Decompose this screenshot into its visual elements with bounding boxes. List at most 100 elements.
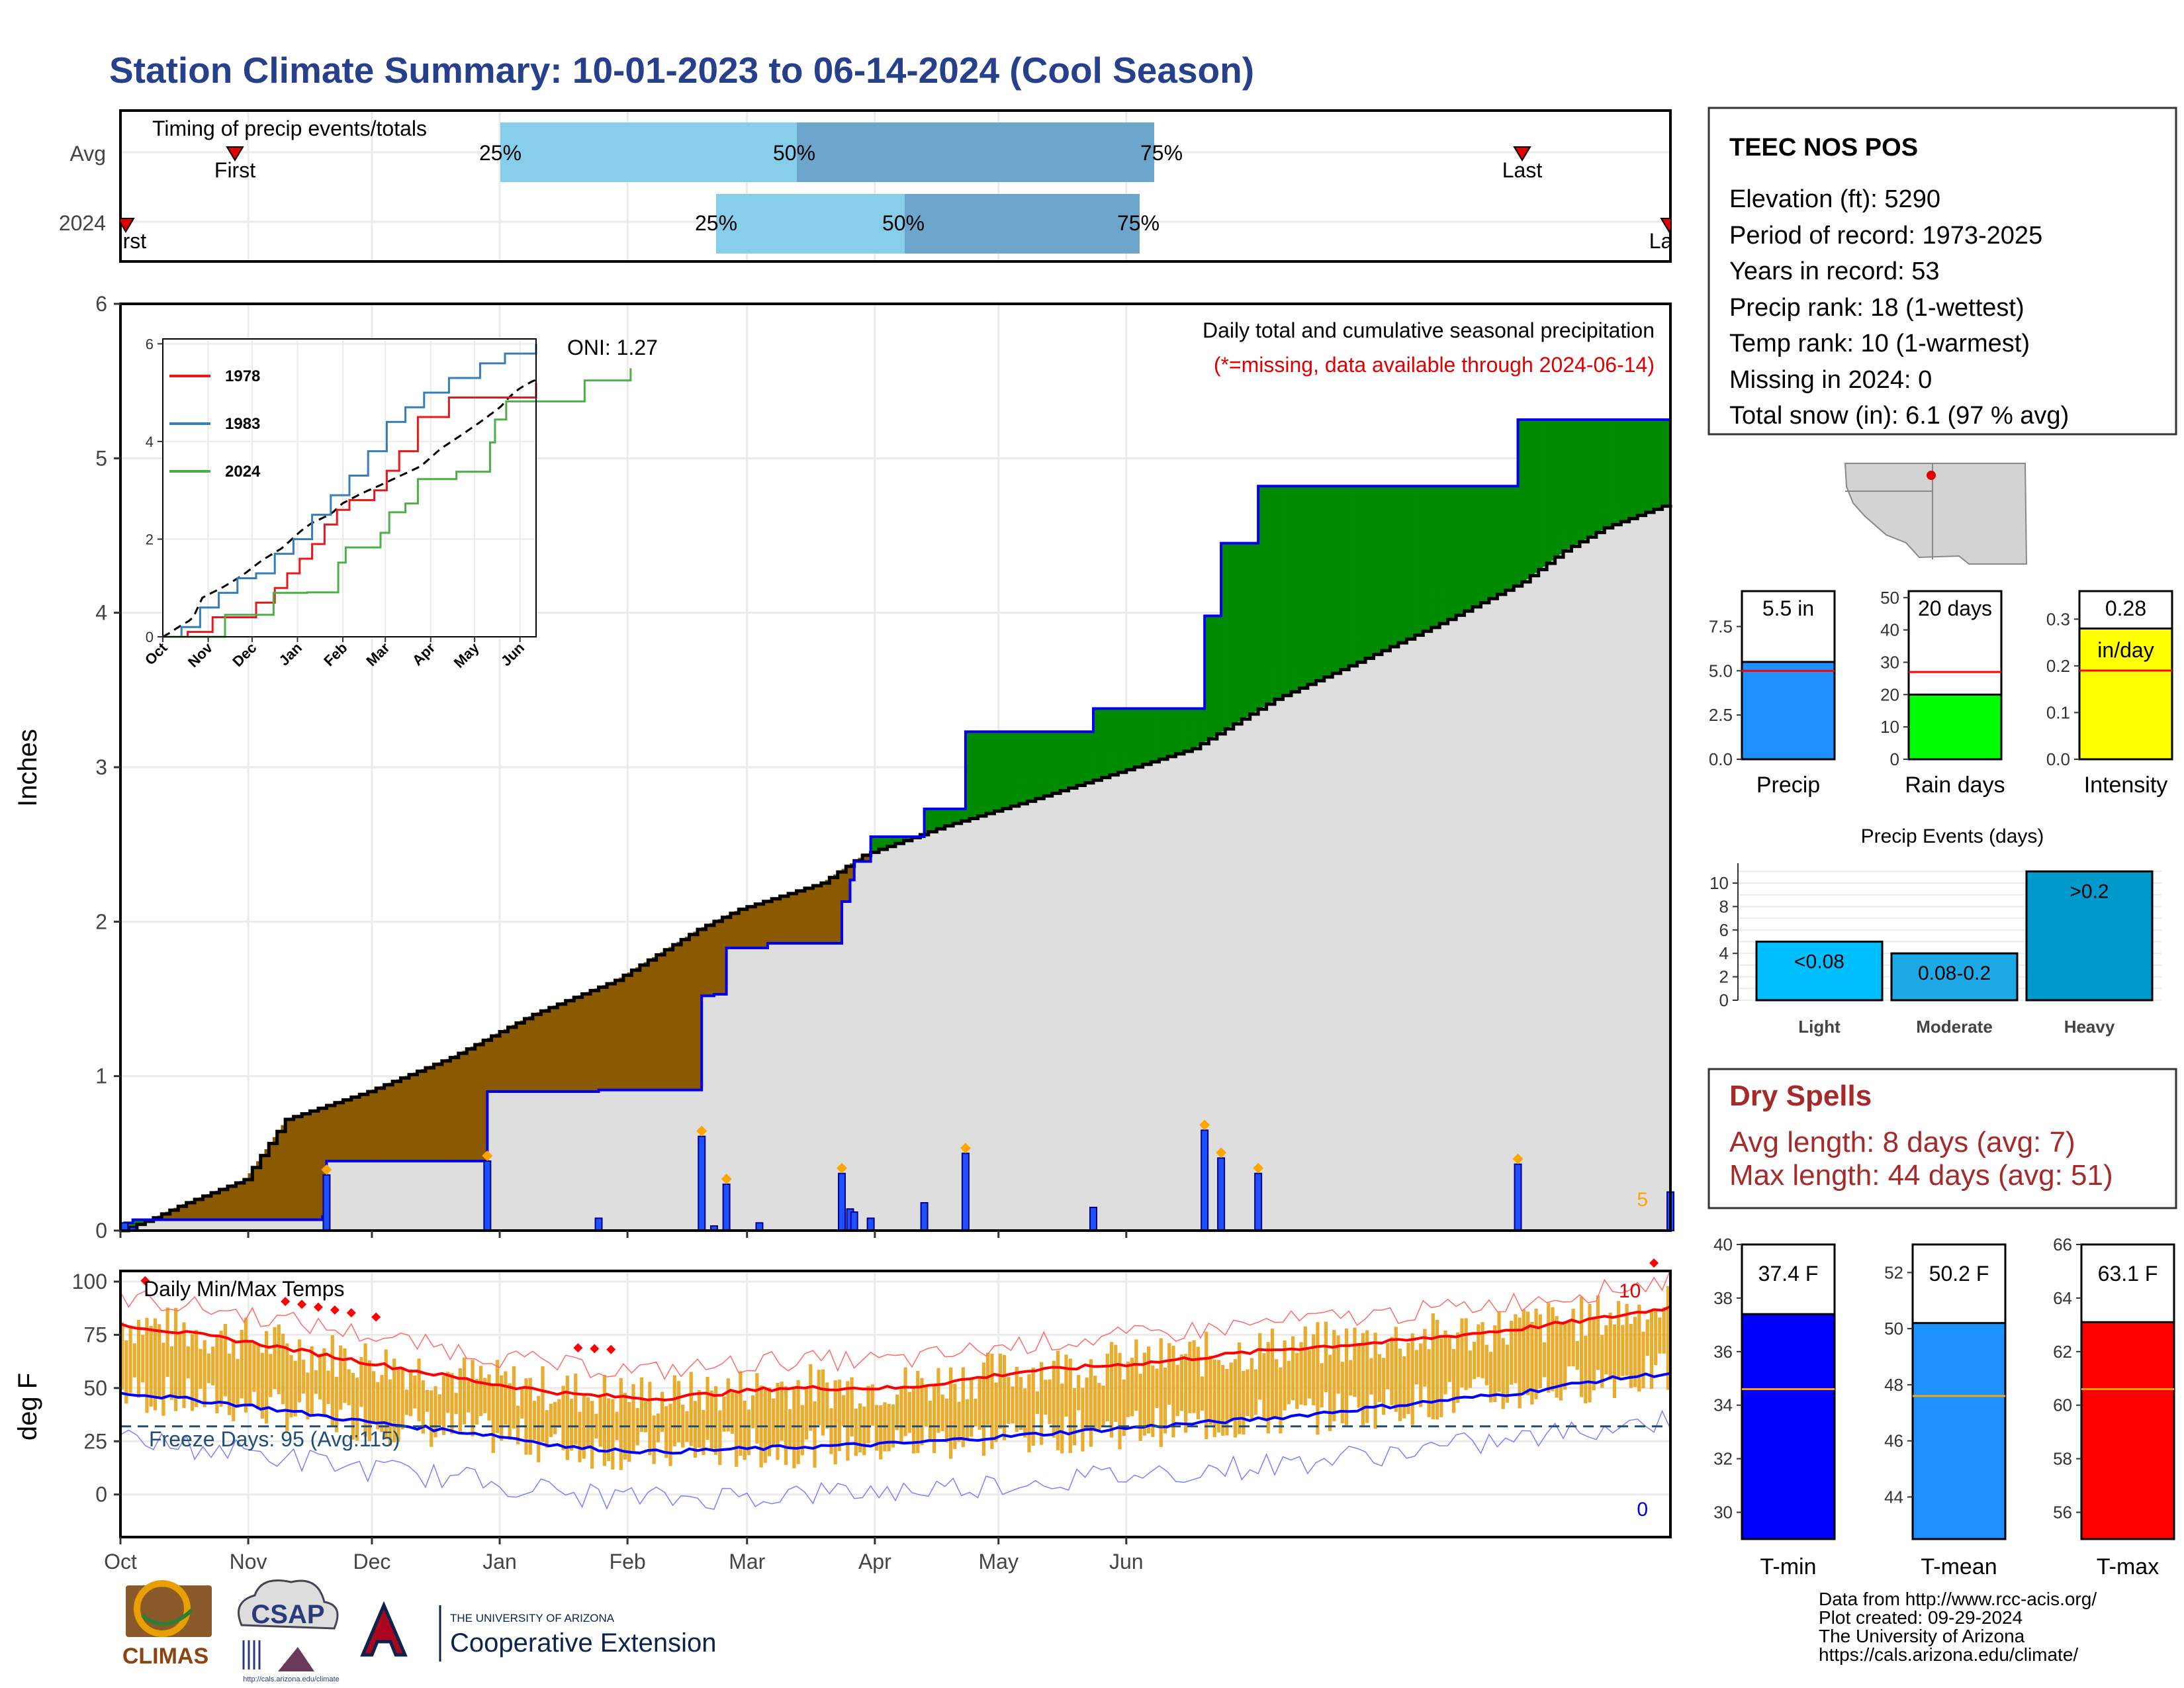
daily-precip-bar: [850, 1211, 858, 1231]
daily-temp-range-bar: [1068, 1358, 1072, 1454]
daily-temp-range-bar: [173, 1307, 178, 1411]
heavy-event-marker: [321, 1164, 332, 1175]
daily-temp-range-bar: [1547, 1303, 1551, 1393]
daily-temp-range-bar: [702, 1410, 705, 1456]
daily-temp-range-bar: [363, 1343, 367, 1437]
daily-temp-range-bar: [1596, 1295, 1600, 1370]
daily-temp-range-bar: [227, 1353, 232, 1415]
daily-temp-range-bar: [1105, 1353, 1109, 1422]
daily-temp-range-bar: [1559, 1323, 1563, 1401]
mini-bar-tick-label: 0.0: [2046, 749, 2070, 769]
daily-temp-range-bar: [594, 1413, 598, 1438]
daily-temp-range-bar: [1604, 1325, 1608, 1375]
daily-temp-range-bar: [1270, 1329, 1275, 1417]
daily-temp-range-bar: [1056, 1350, 1060, 1450]
daily-temp-range-bar: [1505, 1344, 1510, 1403]
events-tick-label: 4: [1719, 943, 1729, 963]
daily-temp-range-bar: [1443, 1330, 1447, 1395]
daily-temp-range-bar: [858, 1403, 862, 1453]
station-name: TEEC NOS POS: [1729, 134, 1918, 162]
temp-bar-tick-label: 30: [1713, 1503, 1733, 1523]
daily-temp-range-bar: [970, 1379, 974, 1437]
daily-temp-range-bar: [1633, 1317, 1637, 1387]
dry-spells-title: Dry Spells: [1729, 1080, 1872, 1112]
daily-temp-range-bar: [1237, 1342, 1242, 1434]
daily-temp-range-bar: [1114, 1344, 1118, 1422]
temp-tick-label: 75: [83, 1323, 107, 1346]
daily-temp-range-bar: [441, 1376, 446, 1435]
event-category-label: Heavy: [2064, 1017, 2115, 1037]
station-snow: Total snow (in): 6.1 (97 % avg): [1729, 402, 2069, 430]
daily-temp-range-bar: [1369, 1358, 1373, 1395]
daily-temp-range-bar: [974, 1398, 978, 1427]
daily-temp-range-bar: [1118, 1352, 1122, 1450]
event-bar-label: >0.2: [2070, 880, 2109, 902]
heavy-event-marker: [1216, 1147, 1227, 1158]
daily-precip-bar: [961, 1152, 970, 1232]
daily-temp-range-bar: [553, 1401, 557, 1434]
avg-min-temp-line: [120, 1372, 1671, 1455]
hot-day-marker: [371, 1312, 381, 1322]
locator-map: [1840, 459, 2032, 565]
daily-temp-range-bar: [598, 1395, 602, 1447]
daily-temp-range-bar: [314, 1370, 318, 1394]
mini-bar-tick-label: 0.3: [2046, 609, 2070, 629]
daily-temp-range-bar: [1410, 1333, 1414, 1425]
temp-bar-tick-label: 38: [1713, 1288, 1733, 1308]
daily-temp-range-bar: [199, 1348, 203, 1389]
daily-temp-range-bar: [437, 1394, 441, 1425]
daily-temp-range-bar: [487, 1374, 491, 1421]
daily-temp-range-bar: [158, 1324, 161, 1397]
daily-temp-range-bar: [1060, 1383, 1064, 1454]
temp-title: Daily Min/Max Temps: [144, 1277, 344, 1301]
mini-bar-chart-intensity: 0.28 in/day Intensity 0.0 0.1 0.2 0.3: [2046, 590, 2173, 798]
temp-ylabel: deg F: [13, 1373, 42, 1440]
avg-first-label: First: [214, 158, 255, 182]
daily-temp-range-bar: [862, 1406, 866, 1456]
month-label: Apr: [858, 1550, 891, 1573]
coop-text: Cooperative Extension: [450, 1628, 716, 1658]
daily-temp-range-bar: [780, 1382, 784, 1441]
daily-temp-range-bar: [903, 1367, 907, 1436]
mini-bar-tick-label: 0.2: [2046, 656, 2070, 676]
events-tick-label: 0: [1719, 990, 1729, 1010]
daily-temp-range-bar: [1456, 1332, 1460, 1403]
avg-q2-q3-bar: [797, 122, 1154, 182]
daily-temp-range-bar: [1534, 1308, 1538, 1399]
daily-temp-range-bar: [1031, 1367, 1035, 1446]
daily-temp-range-bar: [178, 1333, 182, 1397]
daily-precip-bar: [1089, 1207, 1097, 1231]
daily-temp-range-bar: [425, 1389, 430, 1412]
daily-temp-range-bar: [297, 1339, 302, 1403]
inset-series-line: [163, 368, 632, 638]
daily-temp-range-bar: [986, 1352, 990, 1425]
daily-temp-range-bar: [520, 1386, 524, 1419]
inset-series-line: [163, 383, 537, 638]
daily-precip-bar: [698, 1135, 706, 1231]
timing-row-avg: Avg: [69, 142, 106, 165]
daily-temp-range-bar: [698, 1390, 702, 1448]
month-label: Jan: [482, 1550, 517, 1573]
daily-temp-range-bar: [739, 1371, 743, 1456]
daily-temp-range-bar: [1658, 1317, 1662, 1354]
temp-bar-value: [1911, 1322, 2007, 1540]
temp-bar-tick-label: 62: [2053, 1342, 2072, 1362]
climas-logo: CLIMAS: [122, 1580, 212, 1669]
daily-temp-range-bar: [1122, 1379, 1126, 1436]
daily-temp-range-bar: [1654, 1308, 1658, 1366]
daily-temp-range-bar: [689, 1372, 693, 1446]
daily-temp-range-bar: [1275, 1359, 1279, 1419]
daily-temp-range-bar: [1480, 1322, 1484, 1379]
heavy-event-marker: [837, 1162, 848, 1174]
daily-temp-range-bar: [223, 1323, 227, 1397]
daily-temp-range-bar: [709, 1390, 713, 1449]
daily-temp-range-bar: [961, 1367, 965, 1448]
daily-temp-range-bar: [1488, 1352, 1493, 1403]
temp-bar-tick-label: 52: [1884, 1262, 1903, 1282]
daily-temp-range-bar: [1205, 1331, 1208, 1439]
daily-temp-range-bar: [532, 1401, 537, 1440]
daily-temp-range-bar: [528, 1378, 532, 1455]
daily-temp-range-bar: [269, 1354, 273, 1397]
daily-temp-range-bar: [1312, 1334, 1316, 1405]
daily-temp-range-bar: [644, 1401, 648, 1432]
